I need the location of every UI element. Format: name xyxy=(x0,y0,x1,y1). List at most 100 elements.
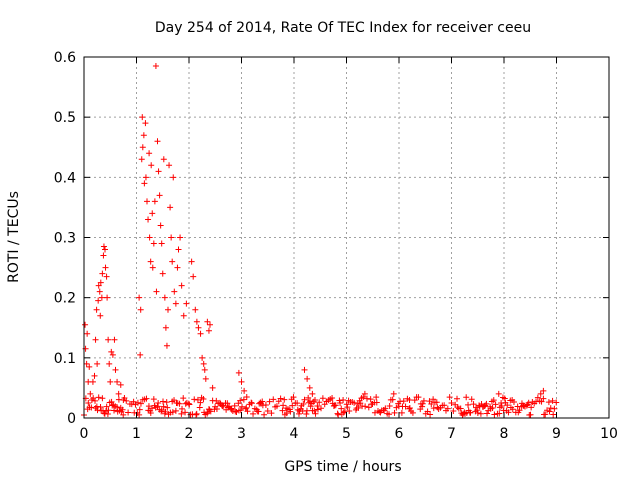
data-point xyxy=(382,405,389,412)
data-point xyxy=(186,401,193,408)
data-point xyxy=(224,404,231,411)
data-point xyxy=(82,321,89,328)
data-point xyxy=(371,409,378,416)
x-tick-label: 0 xyxy=(80,426,89,442)
data-point xyxy=(104,410,111,417)
x-tick-label: 10 xyxy=(600,426,618,442)
data-point xyxy=(498,402,505,409)
axis-ticks: 0 1 2 3 4 5 6 7 8 9 10 0 0.1 0.2 0.3 0.4 0.5 0.6 xyxy=(54,50,618,442)
data-point xyxy=(402,403,409,410)
data-point xyxy=(365,404,372,411)
data-point xyxy=(207,321,213,328)
data-point xyxy=(501,395,508,402)
data-point xyxy=(197,399,204,406)
data-point xyxy=(200,396,207,403)
data-point xyxy=(243,393,250,400)
data-point xyxy=(100,243,107,250)
data-point xyxy=(172,407,179,414)
data-point xyxy=(103,273,110,280)
data-point xyxy=(94,360,101,367)
data-point xyxy=(446,394,453,401)
data-point xyxy=(509,406,516,413)
x-tick-label: 4 xyxy=(290,426,299,442)
x-tick-label: 3 xyxy=(237,426,246,442)
data-point xyxy=(228,406,235,413)
data-point xyxy=(175,246,182,253)
y-axis-label: ROTI / TECUs xyxy=(6,191,22,283)
x-axis-label: GPS time / hours xyxy=(284,459,401,475)
data-point xyxy=(86,363,93,370)
data-point xyxy=(140,132,147,139)
data-point xyxy=(444,405,451,412)
data-point xyxy=(266,398,273,405)
data-point xyxy=(100,407,107,414)
data-point xyxy=(136,411,143,418)
data-point xyxy=(549,397,556,404)
data-point xyxy=(306,384,313,391)
data-point xyxy=(155,168,162,175)
data-point xyxy=(145,403,152,410)
data-point xyxy=(157,222,164,229)
data-point xyxy=(419,403,426,410)
y-tick-label: 0.6 xyxy=(54,50,76,66)
data-point xyxy=(367,396,374,403)
data-point xyxy=(391,409,398,416)
data-point xyxy=(213,406,220,413)
data-point xyxy=(158,406,165,413)
data-point xyxy=(105,407,112,414)
data-point xyxy=(99,270,106,277)
data-point xyxy=(316,399,323,406)
data-point xyxy=(400,398,407,405)
data-point xyxy=(238,378,245,385)
data-point xyxy=(537,390,544,397)
data-point xyxy=(525,399,532,406)
data-point xyxy=(301,366,308,373)
data-point xyxy=(290,394,297,401)
data-point xyxy=(106,360,113,367)
data-point xyxy=(551,405,558,412)
data-point xyxy=(169,258,176,265)
data-point xyxy=(150,240,157,247)
data-point xyxy=(386,411,393,418)
chart-title: Day 254 of 2014, Rate Of TEC Index for r… xyxy=(155,20,531,36)
data-point xyxy=(93,403,100,410)
data-point xyxy=(201,366,208,373)
data-point xyxy=(287,408,294,415)
data-point xyxy=(467,409,474,416)
data-point xyxy=(289,402,296,409)
data-point xyxy=(161,294,168,301)
data-point xyxy=(262,402,269,409)
data-point xyxy=(202,375,209,382)
data-point xyxy=(207,408,214,415)
data-point xyxy=(248,400,255,407)
data-point xyxy=(312,396,318,403)
data-point xyxy=(137,306,144,313)
data-point xyxy=(142,120,149,127)
data-point xyxy=(373,399,380,406)
data-point xyxy=(318,405,325,412)
data-point xyxy=(237,397,244,404)
data-point xyxy=(424,408,431,415)
data-point xyxy=(147,258,154,265)
data-point xyxy=(182,409,189,416)
data-point xyxy=(92,397,99,404)
data-point xyxy=(484,410,491,417)
data-point xyxy=(109,402,116,409)
data-point xyxy=(505,409,512,416)
y-tick-label: 0.2 xyxy=(54,291,76,307)
data-point xyxy=(84,330,91,337)
data-point xyxy=(240,396,247,403)
data-point xyxy=(454,395,461,402)
data-point xyxy=(441,402,448,409)
data-point xyxy=(540,395,547,402)
data-point xyxy=(483,400,490,407)
data-point xyxy=(138,156,145,163)
data-point xyxy=(162,408,169,415)
data-point xyxy=(463,394,470,401)
data-point xyxy=(340,396,347,403)
data-point xyxy=(533,398,540,405)
data-point xyxy=(91,372,98,379)
data-point xyxy=(344,404,351,411)
data-point xyxy=(542,411,549,418)
